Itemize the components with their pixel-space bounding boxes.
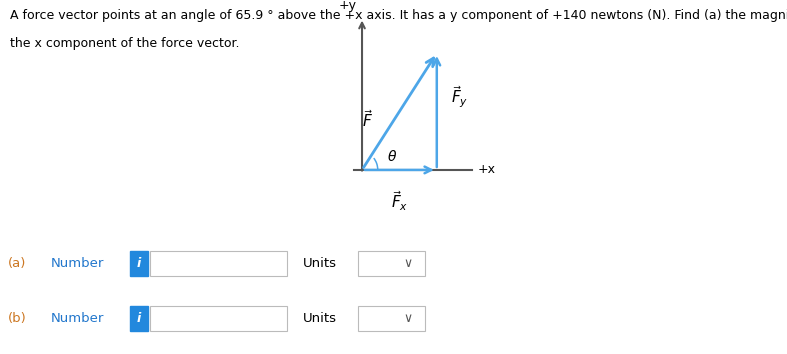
Text: Units: Units (303, 312, 337, 325)
Text: $\vec{F}$: $\vec{F}$ (362, 109, 373, 130)
Text: θ: θ (388, 149, 397, 164)
Text: +y: +y (339, 0, 357, 12)
Text: A force vector points at an angle of 65.9 ° above the +x axis. It has a y compon: A force vector points at an angle of 65.… (10, 9, 787, 22)
FancyBboxPatch shape (358, 251, 425, 276)
Text: ∨: ∨ (404, 312, 413, 325)
FancyBboxPatch shape (130, 251, 148, 276)
Text: the x component of the force vector.: the x component of the force vector. (10, 37, 240, 50)
Text: i: i (137, 312, 141, 325)
Text: $\vec{F}_y$: $\vec{F}_y$ (451, 85, 468, 110)
FancyBboxPatch shape (130, 306, 148, 331)
Text: (a): (a) (8, 257, 26, 270)
Text: Number: Number (51, 257, 105, 270)
Text: $\vec{F}_x$: $\vec{F}_x$ (391, 189, 408, 213)
FancyBboxPatch shape (358, 306, 425, 331)
FancyBboxPatch shape (150, 306, 287, 331)
Text: i: i (137, 257, 141, 270)
FancyBboxPatch shape (150, 251, 287, 276)
Text: Units: Units (303, 257, 337, 270)
Text: ∨: ∨ (404, 257, 413, 270)
Text: (b): (b) (8, 312, 27, 325)
Text: Number: Number (51, 312, 105, 325)
Text: +x: +x (478, 164, 496, 176)
